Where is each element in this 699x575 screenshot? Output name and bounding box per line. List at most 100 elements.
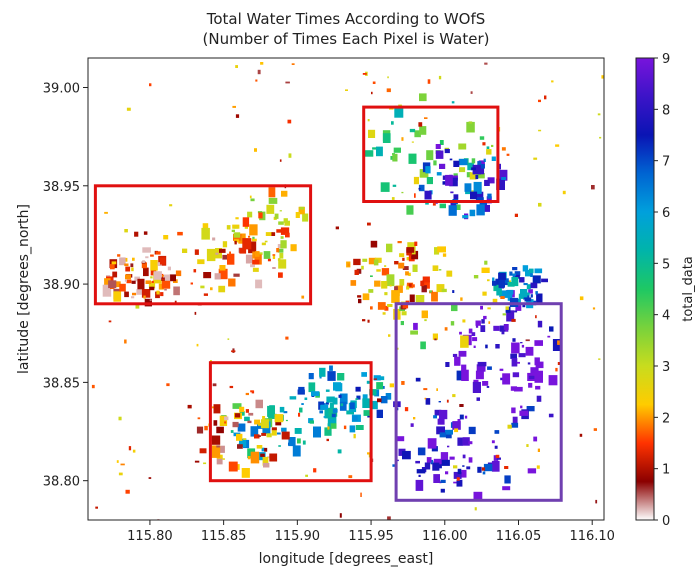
water-pixel-scatter-54 <box>353 433 356 439</box>
water-pixel-10-34 <box>418 447 426 456</box>
water-pixel-scatter-159 <box>504 466 509 469</box>
water-pixel-3-39 <box>459 167 466 173</box>
water-pixel-0-54 <box>227 253 235 265</box>
water-pixel-6-45 <box>234 413 241 418</box>
water-pixel-scatter-36 <box>500 296 505 299</box>
water-pixel-9-25 <box>511 342 520 354</box>
water-pixel-scatter-83 <box>196 343 199 347</box>
water-pixel-2-61 <box>131 280 136 284</box>
water-pixel-6-39 <box>216 426 224 434</box>
water-pixel-scatter-149 <box>555 367 558 372</box>
water-pixel-scatter-109 <box>124 263 129 267</box>
water-pixel-6-43 <box>262 456 269 466</box>
water-pixel-5-67 <box>289 396 297 400</box>
water-pixel-2-62 <box>162 278 165 281</box>
water-pixel-scatter-120 <box>257 69 261 75</box>
water-pixel-10-3 <box>494 445 498 449</box>
water-pixel-scatter-92 <box>135 304 140 309</box>
water-pixel-13-31 <box>530 294 533 298</box>
water-pixel-10-36 <box>436 426 445 435</box>
x-axis-label: longitude [degrees_east] <box>259 551 434 567</box>
water-pixel-4-34 <box>453 194 459 200</box>
water-pixel-6-18 <box>243 438 247 440</box>
water-pixel-11-5 <box>410 330 418 335</box>
water-pixel-1-28 <box>266 204 275 214</box>
water-pixel-scatter-101 <box>598 358 601 360</box>
water-pixel-1-46 <box>284 220 290 226</box>
water-pixel-5-64 <box>279 406 285 413</box>
water-pixel-8-61 <box>511 422 519 428</box>
water-pixel-13-61 <box>520 289 528 298</box>
water-pixel-3-64 <box>471 158 476 164</box>
water-pixel-12-1 <box>353 258 361 266</box>
water-pixel-12-19 <box>422 276 430 283</box>
water-pixel-6-33 <box>247 420 252 424</box>
water-pixel-8-46 <box>413 322 418 330</box>
water-pixel-4-68 <box>484 179 490 186</box>
water-pixel-11-15 <box>424 319 427 322</box>
water-pixel-0-30 <box>226 225 231 230</box>
water-pixel-scatter-142 <box>128 446 132 451</box>
water-pixel-7-56 <box>326 396 335 403</box>
water-pixel-4-60 <box>462 215 469 219</box>
water-pixel-0-13 <box>193 269 197 273</box>
water-pixel-7-58 <box>369 389 377 396</box>
water-pixel-7-44 <box>376 382 384 390</box>
water-pixel-9-69 <box>461 364 467 372</box>
water-pixel-4-55 <box>439 163 446 169</box>
water-pixel-1-50 <box>276 229 282 233</box>
water-pixel-2-27 <box>164 288 167 291</box>
water-pixel-12-21 <box>387 304 393 307</box>
water-pixel-6-3 <box>262 416 266 420</box>
water-pixel-13-14 <box>536 293 543 303</box>
water-pixel-6-30 <box>271 429 277 436</box>
water-pixel-scatter-155 <box>124 339 127 344</box>
water-pixel-5-12 <box>346 410 354 415</box>
water-pixel-5-36 <box>299 407 303 413</box>
water-pixel-6-55 <box>269 453 278 462</box>
water-pixel-1-10 <box>277 248 284 253</box>
water-pixel-10-16 <box>440 488 445 493</box>
water-pixel-11-13 <box>422 280 430 289</box>
water-pixel-scatter-9 <box>169 204 173 207</box>
water-pixel-6-5 <box>255 399 263 409</box>
water-pixel-0-63 <box>177 231 183 236</box>
water-pixel-9-12 <box>511 358 518 367</box>
water-pixel-0-47 <box>200 285 205 289</box>
water-pixel-4-3 <box>418 184 425 192</box>
water-pixel-scatter-76 <box>526 444 529 447</box>
water-pixel-1-14 <box>258 252 263 255</box>
water-pixel-8-42 <box>468 426 476 435</box>
colorbar-tick-label-2: 2 <box>662 411 670 426</box>
water-pixel-3-27 <box>454 204 461 210</box>
water-pixel-scatter-5 <box>423 388 428 391</box>
water-pixel-13-23 <box>513 274 520 279</box>
water-pixel-4-39 <box>458 158 468 166</box>
water-pixel-7-38 <box>332 408 337 413</box>
water-pixel-13-41 <box>534 268 543 274</box>
water-pixel-scatter-1 <box>95 506 98 509</box>
water-pixel-9-41 <box>548 375 558 386</box>
water-pixel-5-50 <box>244 416 250 422</box>
water-pixel-13-4 <box>514 271 521 276</box>
water-pixel-3-11 <box>439 140 444 145</box>
water-pixel-12-33 <box>362 258 368 262</box>
colorbar-tick-label-9: 9 <box>662 52 670 67</box>
water-pixel-12-49 <box>347 263 350 267</box>
water-pixel-1-33 <box>280 227 290 235</box>
water-pixel-8-63 <box>494 430 500 434</box>
water-pixel-9-13 <box>501 330 505 335</box>
water-pixel-8-10 <box>502 486 511 491</box>
water-pixel-1-18 <box>264 240 268 243</box>
water-pixel-scatter-26 <box>386 88 391 93</box>
water-pixel-0-25 <box>202 223 209 231</box>
water-pixel-9-38 <box>473 345 476 348</box>
water-pixel-10-51 <box>457 468 462 475</box>
water-pixel-3-29 <box>433 160 437 166</box>
water-pixel-scatter-10 <box>203 293 208 296</box>
water-pixel-5-58 <box>288 437 296 447</box>
plot-frame <box>87 57 605 521</box>
water-pixel-12-36 <box>421 285 427 293</box>
water-pixel-12-8 <box>356 268 362 274</box>
water-pixel-12-68 <box>398 262 405 269</box>
